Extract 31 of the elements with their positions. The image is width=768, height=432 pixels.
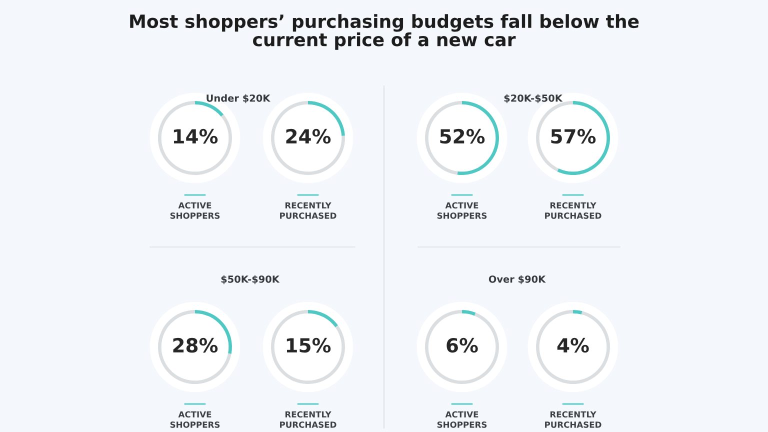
data-label: 28% [173, 338, 218, 353]
text: RECENTLY PURCHASED [545, 202, 602, 219]
donut-slice [462, 310, 476, 316]
chart-subtitle: Under $20K [206, 94, 270, 104]
data-label: 6% [446, 338, 478, 353]
donut-slice [158, 101, 232, 175]
donut-slice [536, 310, 610, 384]
donut-slice [425, 310, 499, 384]
data-label: 24% [286, 128, 331, 144]
donut-slice [308, 310, 338, 328]
data-label: 57% [551, 128, 596, 144]
chart-subtitle: $50K-$90K [221, 275, 280, 284]
donut-slice [573, 310, 582, 314]
donut-slice [158, 310, 232, 384]
text: Most shoppers’ purchasing budgets fall below the current price of a new car [130, 14, 639, 50]
text: ACTIVE SHOPPERS [170, 411, 220, 428]
text: ACTIVE SHOPPERS [437, 202, 487, 219]
text: ACTIVE SHOPPERS [170, 202, 220, 219]
data-label: 15% [286, 338, 331, 353]
donut-slice [195, 101, 224, 117]
chart-subtitle: Over $90K [488, 275, 546, 284]
donut-slice [271, 310, 345, 384]
text: ACTIVE SHOPPERS [437, 411, 487, 428]
text: $20K-$50K [504, 94, 563, 104]
data-label: 52% [440, 128, 485, 144]
data-label: 4% [557, 338, 589, 353]
text: RECENTLY PURCHASED [280, 411, 336, 428]
data-label: 14% [174, 128, 218, 144]
donut-slice [271, 101, 345, 175]
text: RECENTLY PURCHASED [545, 411, 602, 428]
text: RECENTLY PURCHASED [280, 202, 336, 219]
